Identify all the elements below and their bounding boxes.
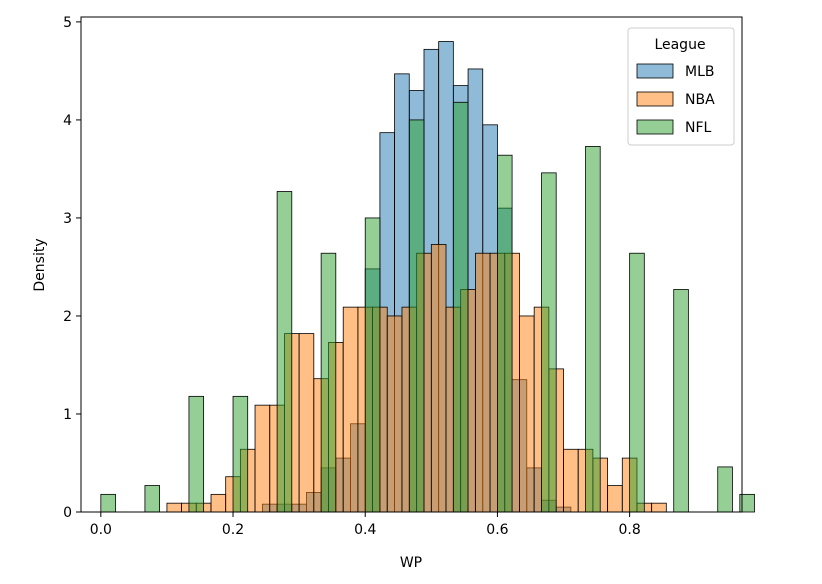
bar-nfl-4 xyxy=(276,191,293,513)
bar-nfl-15 xyxy=(739,493,755,513)
bar-nba-24 xyxy=(519,315,535,513)
bar-nfl-1 xyxy=(144,485,160,513)
y-tick-label: 0 xyxy=(63,505,72,521)
bar-nba-3 xyxy=(210,493,227,513)
series-nfl xyxy=(100,101,755,513)
bar-nfl-5 xyxy=(320,252,337,513)
bar-nfl-7 xyxy=(408,119,425,513)
legend-title: League xyxy=(654,37,705,53)
bar-nfl-9 xyxy=(497,154,513,513)
bar-nba-6 xyxy=(254,404,271,513)
bar-nba-21 xyxy=(475,252,491,513)
legend-swatch-nba xyxy=(636,91,674,107)
bar-nfl-8 xyxy=(452,101,469,513)
y-axis-label: Density xyxy=(32,238,48,291)
x-axis-label: WP xyxy=(400,555,422,571)
bar-nfl-12 xyxy=(629,252,645,513)
x-tick-label: 0.0 xyxy=(90,522,112,538)
bars-layer xyxy=(100,41,755,513)
legend-label-nfl: NFL xyxy=(685,120,712,136)
x-axis-ticks: 0.0 0.2 0.4 0.6 0.8 xyxy=(90,512,641,538)
bar-nba-15 xyxy=(386,315,403,513)
bar-nba-30 xyxy=(607,485,623,513)
y-tick-label: 1 xyxy=(63,407,72,423)
bar-nfl-6 xyxy=(364,217,381,513)
bar-nba-9 xyxy=(298,333,315,513)
bar-nfl-14 xyxy=(717,466,733,513)
bar-nfl-13 xyxy=(673,289,689,513)
y-tick-label: 3 xyxy=(63,211,72,227)
legend-box xyxy=(627,27,735,146)
y-tick-label: 5 xyxy=(63,15,72,31)
legend: League MLB NBA NFL xyxy=(627,27,735,146)
legend-swatch-mlb xyxy=(636,63,674,79)
bar-nfl-3 xyxy=(232,395,249,513)
y-tick-label: 4 xyxy=(63,113,72,129)
bar-nba-12 xyxy=(342,306,359,513)
legend-label-nba: NBA xyxy=(685,92,715,108)
bar-nfl-2 xyxy=(188,395,205,513)
y-axis-ticks: 0 1 2 3 4 5 xyxy=(63,15,81,521)
legend-swatch-nfl xyxy=(636,119,674,135)
bar-nba-33 xyxy=(651,502,667,513)
bar-nba-27 xyxy=(563,448,579,513)
bar-nba-18 xyxy=(430,244,447,513)
bar-nba-0 xyxy=(166,502,182,513)
y-tick-label: 2 xyxy=(63,309,72,325)
x-tick-label: 0.2 xyxy=(222,522,244,538)
bar-nfl-10 xyxy=(541,172,557,513)
plot-frame xyxy=(80,16,743,513)
x-tick-label: 0.8 xyxy=(618,522,640,538)
legend-items: MLB NBA NFL xyxy=(636,63,715,136)
bar-nfl-0 xyxy=(100,493,116,513)
x-tick-label: 0.6 xyxy=(486,522,508,538)
x-tick-label: 0.4 xyxy=(354,522,376,538)
bar-nfl-11 xyxy=(585,145,601,513)
legend-label-mlb: MLB xyxy=(685,64,714,80)
